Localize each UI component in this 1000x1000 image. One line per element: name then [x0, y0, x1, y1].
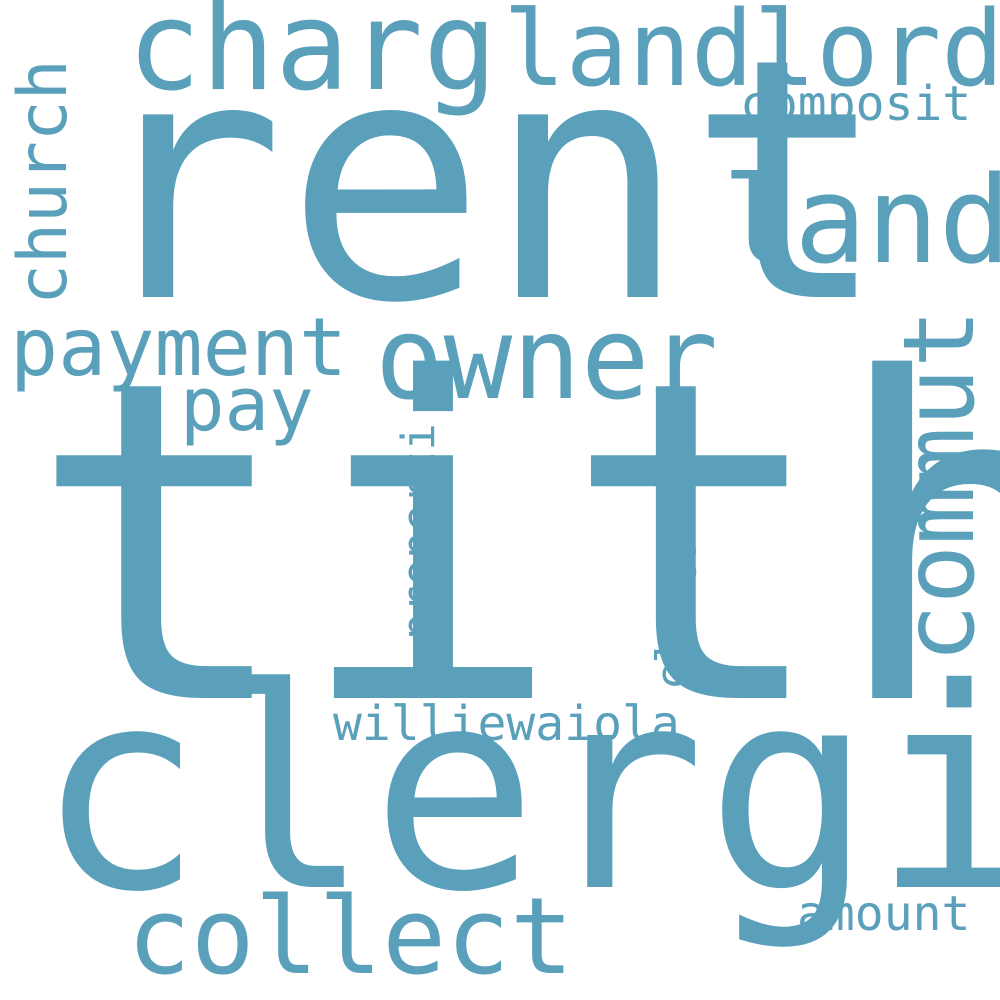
- word-clergyman: clergyman: [647, 451, 698, 690]
- word-amount: amount: [797, 886, 971, 942]
- word-tith: tith: [28, 286, 1000, 803]
- word-properti: properti: [392, 423, 445, 640]
- word-commut: commut: [883, 308, 997, 663]
- word-church: church: [4, 59, 83, 305]
- word-composit: composit: [740, 76, 972, 132]
- word-williewaiola: williewaiola: [333, 696, 680, 752]
- word-payment: payment: [10, 301, 348, 394]
- word-collect: collect: [127, 875, 574, 998]
- word-owner: owner: [375, 292, 719, 425]
- word-rent: rent: [84, 0, 889, 376]
- word-clergi: clergi: [36, 629, 1000, 953]
- word-land: land: [722, 152, 1000, 291]
- word-landlord: landlord: [503, 0, 1000, 110]
- word-pay: pay: [180, 362, 314, 448]
- word-charg: charg: [127, 0, 498, 119]
